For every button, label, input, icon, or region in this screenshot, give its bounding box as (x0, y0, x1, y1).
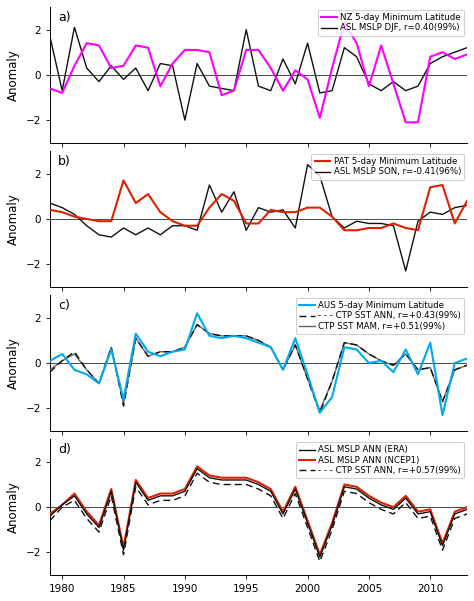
Legend: ASL MSLP ANN (ERA), ASL MSLP ANN (NCEP1), - - - CTP SST ANN, r=+0.57(99%): ASL MSLP ANN (ERA), ASL MSLP ANN (NCEP1)… (296, 442, 465, 478)
Text: c): c) (58, 299, 70, 313)
Y-axis label: Anomaly: Anomaly (7, 49, 20, 101)
Text: b): b) (58, 155, 71, 168)
Y-axis label: Anomaly: Anomaly (7, 337, 20, 389)
Legend: AUS 5-day Minimum Latitude, - - - CTP SST ANN, r=+0.43(99%), CTP SST MAM, r=+0.5: AUS 5-day Minimum Latitude, - - - CTP SS… (296, 297, 465, 334)
Legend: NZ 5-day Minimum Latitude, ASL MSLP DJF, r=0.40(99%): NZ 5-day Minimum Latitude, ASL MSLP DJF,… (318, 10, 465, 35)
Text: a): a) (58, 11, 71, 24)
Text: d): d) (58, 444, 71, 456)
Legend: PAT 5-day Minimum Latitude, ASL MSLP SON, r=-0.41(96%): PAT 5-day Minimum Latitude, ASL MSLP SON… (311, 154, 465, 180)
Y-axis label: Anomaly: Anomaly (7, 193, 20, 245)
Y-axis label: Anomaly: Anomaly (7, 481, 20, 533)
